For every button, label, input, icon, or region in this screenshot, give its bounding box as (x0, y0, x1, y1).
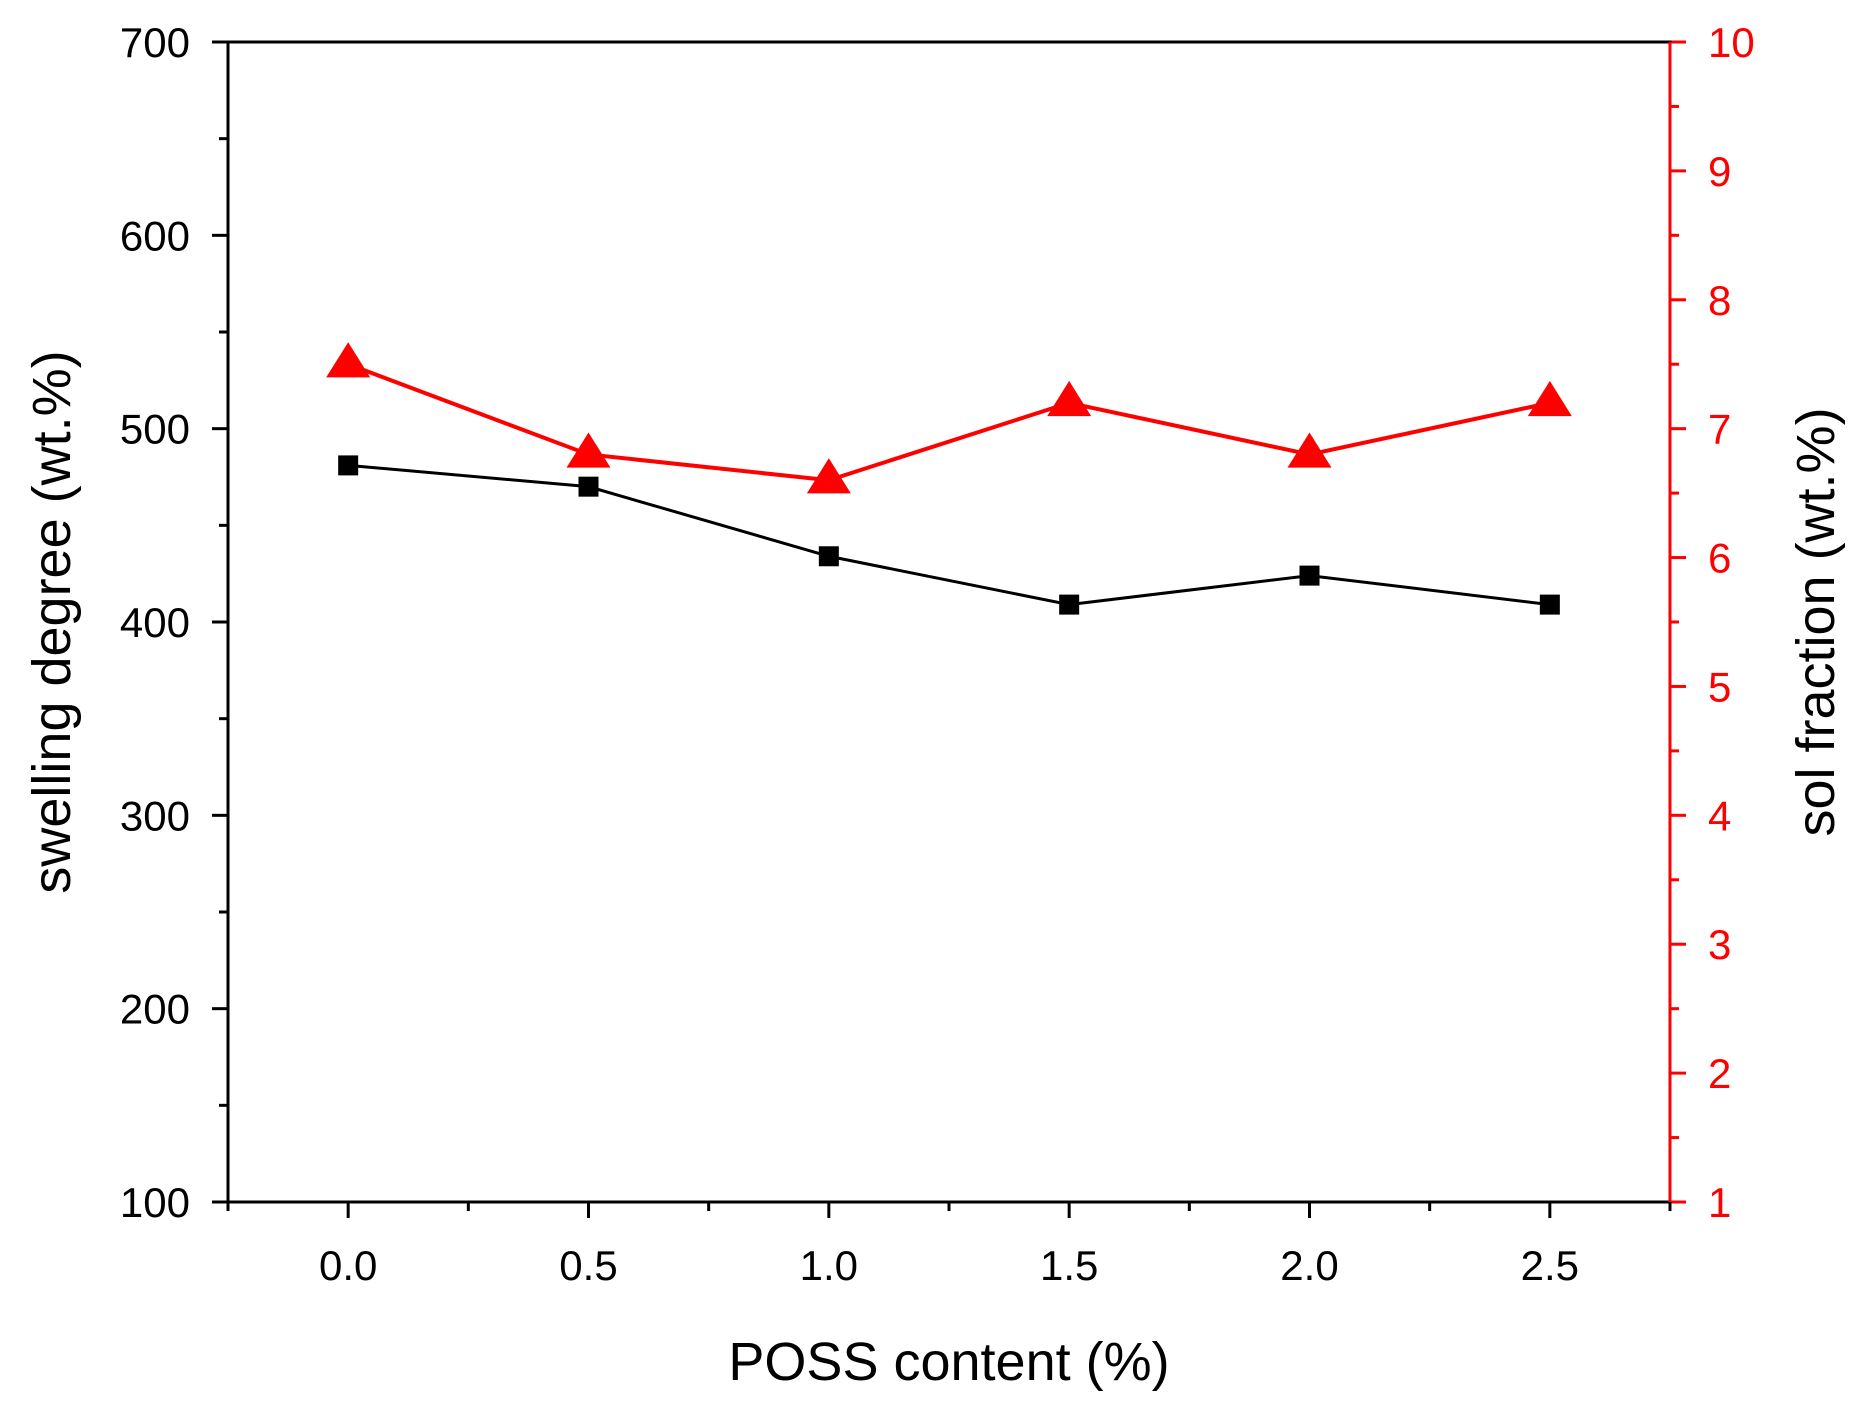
y2-tick-label: 4 (1708, 792, 1731, 839)
y2-tick-label: 10 (1708, 19, 1755, 66)
x-tick-label: 2.5 (1521, 1242, 1579, 1289)
series-layer (326, 342, 1572, 615)
x-tick-label: 2.0 (1280, 1242, 1338, 1289)
sol-fraction-point (566, 432, 611, 468)
y2-tick-label: 2 (1708, 1050, 1731, 1097)
y-tick-label: 400 (120, 599, 190, 646)
y-axis-title: swelling degree (wt.%) (22, 350, 82, 893)
y-tick-label: 700 (120, 19, 190, 66)
swelling-degree-point (1299, 565, 1320, 586)
sol-fraction-point (806, 458, 851, 494)
y2-tick-label: 1 (1708, 1179, 1731, 1226)
swelling-degree-line (348, 463, 1551, 607)
x-tick-label: 0.0 (319, 1242, 377, 1289)
plot-frame (226, 40, 1672, 1204)
y-tick-label: 300 (120, 792, 190, 839)
x-tick-label: 0.5 (559, 1242, 617, 1289)
sol-fraction-point (1047, 380, 1092, 417)
y-tick-label: 500 (120, 406, 190, 453)
swelling-degree-point (338, 455, 359, 476)
swelling-degree-point (818, 546, 839, 567)
ticks-layer: 0.0 0.5 1.0 1.5 2.0 2.5 100 200 300 400 500 600 700 1… (120, 19, 1755, 1289)
sol-fraction-point (1287, 432, 1332, 468)
y2-tick-label: 3 (1708, 921, 1731, 968)
y2-tick-label: 9 (1708, 148, 1731, 195)
y2-tick-label: 5 (1708, 663, 1731, 710)
swelling-degree-point (578, 476, 599, 497)
swelling-degree-point (1059, 594, 1080, 615)
y2-tick-label: 7 (1708, 406, 1731, 453)
y-tick-label: 100 (120, 1179, 190, 1226)
y2-axis-title: sol fraction (wt.%) (1786, 407, 1846, 836)
x-tick-label: 1.0 (800, 1242, 858, 1289)
x-tick-label: 1.5 (1040, 1242, 1098, 1289)
sol-fraction-point (1527, 380, 1572, 417)
y-tick-label: 200 (120, 986, 190, 1033)
y2-tick-label: 8 (1708, 277, 1731, 324)
sol-fraction-line (347, 362, 1551, 483)
sol-fraction-point (326, 342, 371, 378)
x-axis-title: POSS content (%) (728, 1332, 1169, 1392)
y-tick-label: 600 (120, 212, 190, 259)
y2-tick-label: 6 (1708, 535, 1731, 582)
swelling-degree-point (1539, 594, 1560, 615)
